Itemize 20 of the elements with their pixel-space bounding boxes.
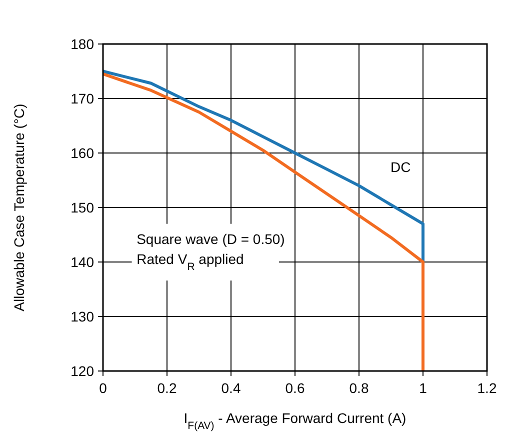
y-tick-label: 180 bbox=[70, 36, 94, 52]
x-tick-label: 0.6 bbox=[285, 380, 305, 396]
x-tick-label: 1.2 bbox=[477, 380, 497, 396]
y-tick-label: 130 bbox=[70, 308, 94, 324]
x-tick-label: 0.2 bbox=[157, 380, 177, 396]
x-tick-label: 0.4 bbox=[221, 380, 241, 396]
y-tick-label: 170 bbox=[70, 90, 94, 106]
line-series bbox=[102, 72, 424, 372]
y-tick-label: 120 bbox=[70, 363, 94, 379]
y-tick-label: 160 bbox=[70, 145, 94, 161]
annotation: DC bbox=[390, 159, 411, 176]
x-tick-label: 0 bbox=[99, 380, 108, 396]
y-axis-title: Allowable Case Temperature (°C) bbox=[11, 104, 27, 312]
x-tick-label: 0.8 bbox=[349, 380, 369, 396]
x-axis-title: I$_{F(AV)}$ - Average Forward Current (A) bbox=[184, 410, 406, 432]
annotation: Square wave (D = 0.50) bbox=[136, 231, 285, 248]
y-tick-label: 140 bbox=[70, 254, 94, 270]
x-tick-label: 1 bbox=[419, 380, 428, 396]
y-tick-label: 150 bbox=[70, 200, 94, 216]
annotation: Rated V$_{R}$ applied bbox=[136, 251, 244, 274]
